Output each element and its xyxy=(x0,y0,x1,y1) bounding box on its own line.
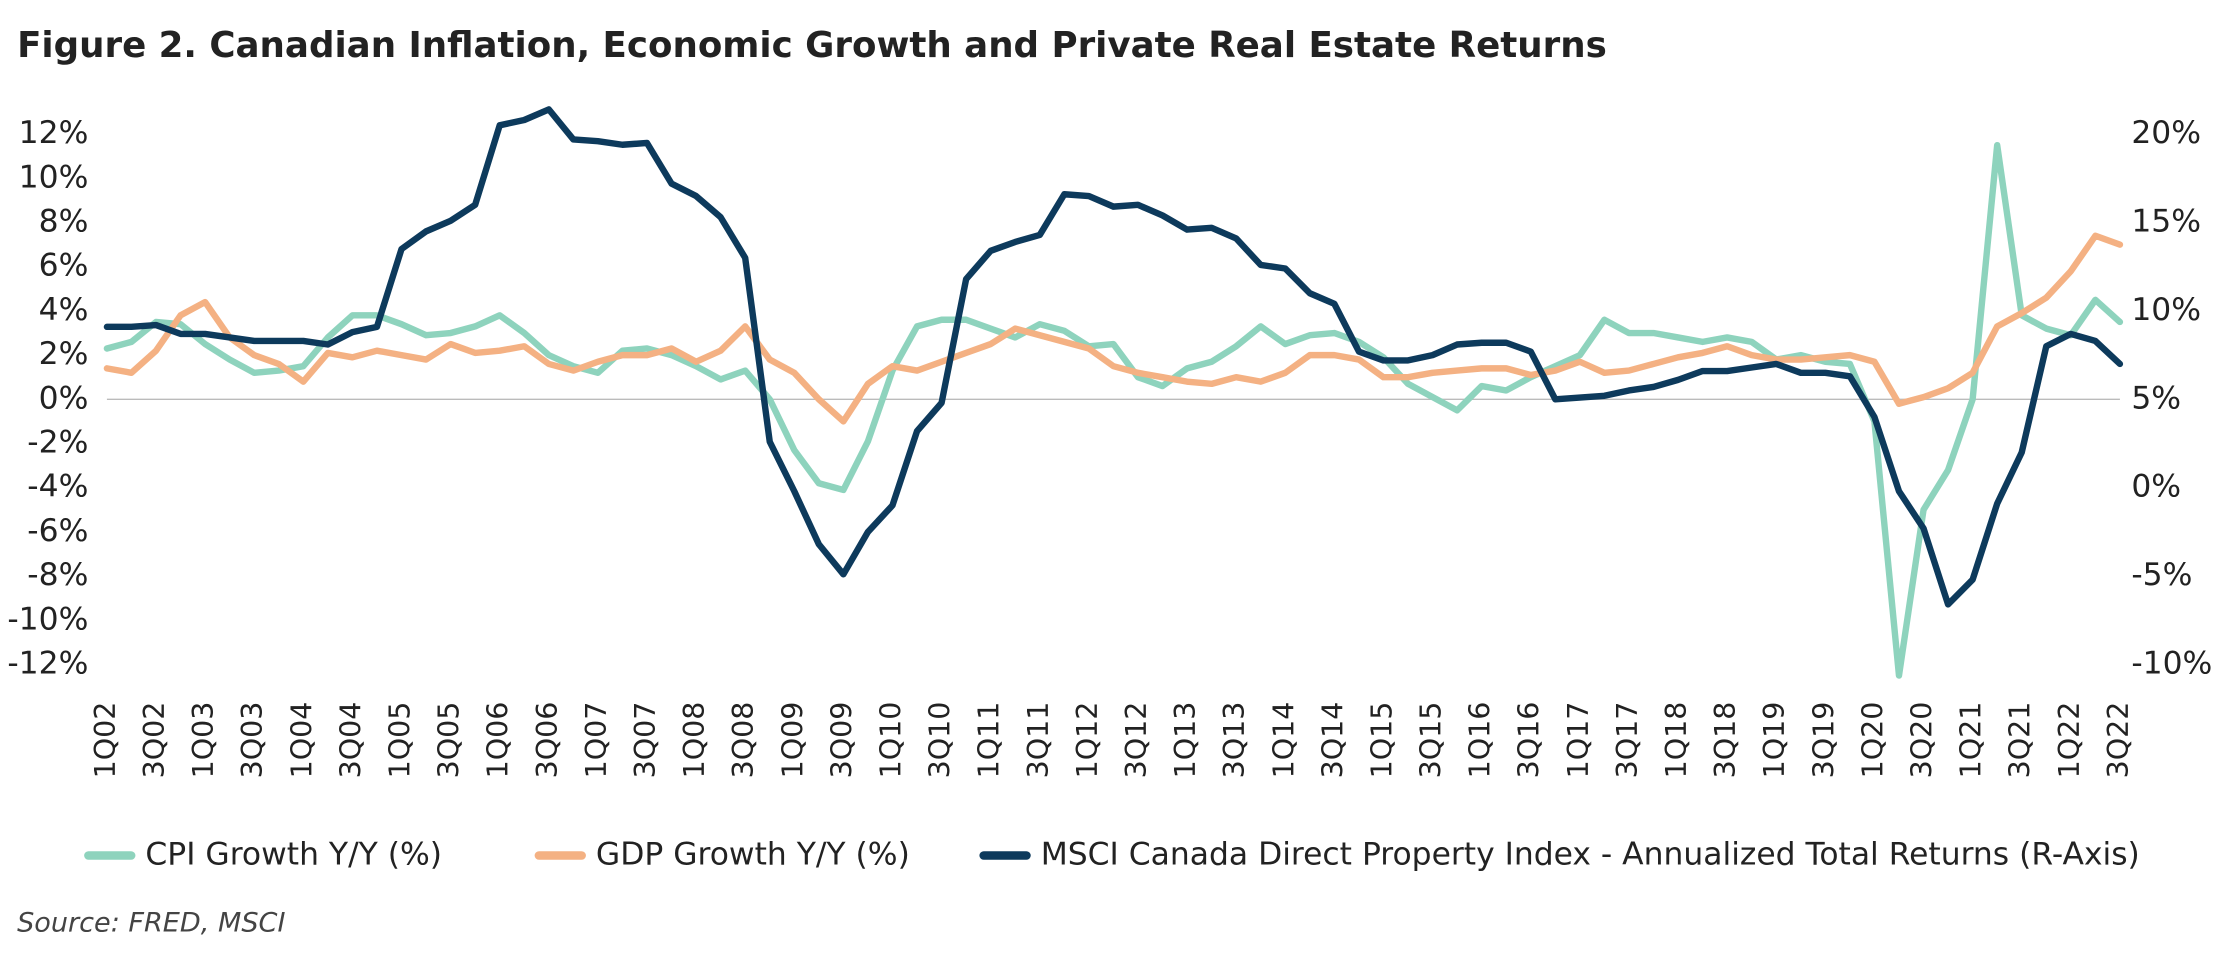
x-tick-label: 1Q05 xyxy=(384,702,417,779)
x-tick-label: 3Q16 xyxy=(1513,702,1546,779)
x-tick-label: 3Q20 xyxy=(1906,702,1939,779)
y2-tick-label: 15% xyxy=(2131,204,2201,240)
x-tick-label: 3Q08 xyxy=(727,702,760,779)
x-tick-label: 1Q21 xyxy=(1955,702,1988,779)
x-tick-label: 3Q06 xyxy=(531,702,564,779)
x-tick-label: 1Q11 xyxy=(973,702,1006,779)
y2-tick-label: 10% xyxy=(2131,292,2201,328)
y-tick-label: 0% xyxy=(39,380,89,416)
x-tick-label: 1Q03 xyxy=(187,702,220,779)
x-tick-label: 1Q04 xyxy=(285,702,318,779)
y-tick-label: 4% xyxy=(39,292,89,328)
legend-label: MSCI Canada Direct Property Index - Annu… xyxy=(1041,837,2140,873)
x-tick-label: 3Q14 xyxy=(1316,702,1349,779)
x-tick-label: 3Q13 xyxy=(1218,702,1251,779)
x-tick-label: 3Q19 xyxy=(1807,702,1840,779)
x-tick-label: 1Q16 xyxy=(1464,702,1497,779)
x-tick-label: 3Q10 xyxy=(924,702,957,779)
y-tick-label: 2% xyxy=(39,336,89,372)
x-tick-label: 3Q04 xyxy=(334,702,367,779)
x-tick-label: 3Q15 xyxy=(1415,702,1448,779)
x-tick-label: 3Q07 xyxy=(629,702,662,779)
x-tick-label: 1Q22 xyxy=(2053,702,2086,779)
x-tick-label: 3Q17 xyxy=(1611,702,1644,779)
x-tick-label: 3Q12 xyxy=(1120,702,1153,779)
y2-tick-label: -5% xyxy=(2131,557,2192,593)
x-tick-label: 1Q17 xyxy=(1562,702,1595,779)
y-tick-label: -8% xyxy=(27,557,88,593)
series-line xyxy=(103,232,2124,425)
y-tick-label: 6% xyxy=(39,248,89,284)
x-tick-label: 1Q20 xyxy=(1856,702,1889,779)
y-tick-label: -4% xyxy=(27,469,88,505)
y-tick-label: 8% xyxy=(39,204,89,240)
y2-tick-label: 0% xyxy=(2131,469,2181,505)
y2-tick-label: -10% xyxy=(2131,645,2212,681)
x-tick-label: 1Q06 xyxy=(482,702,515,779)
y-tick-label: -12% xyxy=(7,645,88,681)
x-tick-label: 3Q11 xyxy=(1022,702,1055,779)
x-tick-label: 3Q22 xyxy=(2102,702,2135,779)
x-tick-label: 1Q07 xyxy=(580,702,613,779)
source-note: Source: FRED, MSCI xyxy=(17,907,285,938)
y-tick-label: 10% xyxy=(19,159,89,195)
x-tick-label: 3Q09 xyxy=(825,702,858,779)
y2-tick-label: 20% xyxy=(2131,115,2201,151)
x-tick-label: 1Q08 xyxy=(678,702,711,779)
x-tick-label: 3Q21 xyxy=(2004,702,2037,779)
x-tick-label: 1Q14 xyxy=(1267,702,1300,779)
x-tick-label: 3Q18 xyxy=(1709,702,1742,779)
x-tick-label: 1Q19 xyxy=(1758,702,1791,779)
x-tick-label: 3Q03 xyxy=(236,702,269,779)
y-tick-label: -2% xyxy=(27,425,88,461)
y2-tick-label: 5% xyxy=(2131,380,2181,416)
x-tick-label: 1Q18 xyxy=(1660,702,1693,779)
x-tick-label: 3Q02 xyxy=(138,702,171,779)
x-tick-label: 1Q15 xyxy=(1365,702,1398,779)
y-tick-label: 12% xyxy=(19,115,89,151)
legend-label: CPI Growth Y/Y (%) xyxy=(145,837,442,873)
x-tick-label: 1Q13 xyxy=(1169,702,1202,779)
x-tick-label: 1Q09 xyxy=(776,702,809,779)
x-tick-label: 3Q05 xyxy=(433,702,466,779)
series-line xyxy=(103,106,2124,608)
chart-title: Figure 2. Canadian Inflation, Economic G… xyxy=(17,25,1607,66)
x-tick-label: 1Q02 xyxy=(89,702,122,779)
series-line xyxy=(103,141,2124,679)
x-tick-label: 1Q10 xyxy=(874,702,907,779)
legend-label: GDP Growth Y/Y (%) xyxy=(596,837,910,873)
y-tick-label: -6% xyxy=(27,513,88,549)
y-tick-label: -10% xyxy=(7,601,88,637)
x-tick-label: 1Q12 xyxy=(1071,702,1104,779)
